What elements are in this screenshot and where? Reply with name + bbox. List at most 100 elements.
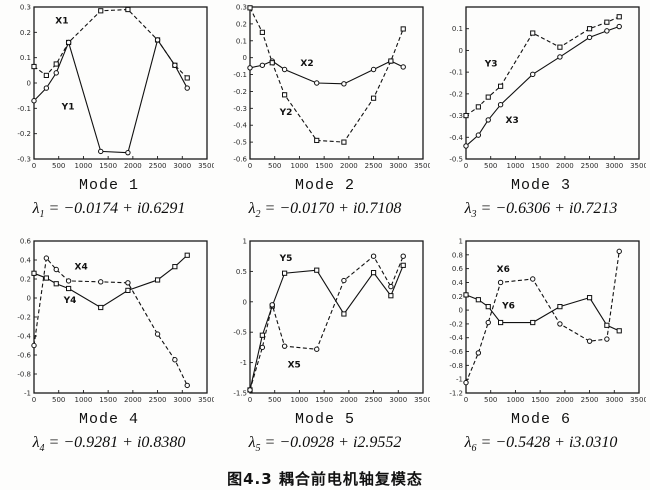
square-marker xyxy=(341,139,347,145)
mode-1-chart: 0 500 1000 1500 2000 2500 3000 35000.30.20.10-0… xyxy=(17,4,214,171)
svg-text:1: 1 xyxy=(459,238,463,246)
svg-text:-1: -1 xyxy=(24,390,31,398)
square-marker xyxy=(557,304,563,310)
series-Y1: Y1 xyxy=(31,37,190,156)
series-label-X4: X4 xyxy=(75,263,88,273)
y-axis-ticks: 0.3 0.2 0.1 0 -0.1 -0.2 -0.3 -0.4 -0.5 -0.6 xyxy=(233,4,253,164)
square-marker xyxy=(498,320,504,326)
circle-marker xyxy=(475,350,482,356)
circle-marker xyxy=(281,343,288,350)
mode-6-title: Mode 6 xyxy=(510,411,571,429)
x-axis-ticks: 0 500 1000 1500 2000 2500 3000 3500 xyxy=(464,156,646,170)
series-label-Y1: Y1 xyxy=(61,103,75,113)
svg-text:-0.6: -0.6 xyxy=(233,156,247,164)
svg-text:3000: 3000 xyxy=(173,396,191,404)
series-label-X2: X2 xyxy=(300,59,313,69)
svg-text:-0.8: -0.8 xyxy=(449,362,463,370)
svg-text:3000: 3000 xyxy=(173,162,191,170)
svg-text:0: 0 xyxy=(27,80,31,88)
mode-2-title: Mode 2 xyxy=(294,177,355,194)
circle-marker xyxy=(341,278,347,284)
square-marker xyxy=(125,6,131,13)
svg-text:3000: 3000 xyxy=(389,396,407,404)
square-marker xyxy=(485,304,491,310)
square-marker xyxy=(530,320,536,326)
svg-text:1000: 1000 xyxy=(507,396,525,404)
svg-text:1500: 1500 xyxy=(315,396,333,404)
circle-marker xyxy=(586,34,593,41)
circle-marker xyxy=(530,71,536,78)
plot-frame xyxy=(465,6,640,160)
circle-marker xyxy=(259,344,266,351)
x-axis-ticks: 0 500 1000 1500 2000 2500 3000 3500 xyxy=(32,156,214,170)
circle-marker xyxy=(172,62,178,68)
svg-text:2500: 2500 xyxy=(581,162,599,170)
lambda-subscript: 5 xyxy=(255,443,261,455)
circle-marker xyxy=(65,278,72,284)
series-label-X3: X3 xyxy=(506,116,519,126)
svg-text:0.8: 0.8 xyxy=(452,252,463,260)
circle-marker xyxy=(586,338,593,345)
svg-text:0.6: 0.6 xyxy=(20,238,32,246)
circle-marker xyxy=(341,81,347,87)
circle-marker xyxy=(463,380,469,386)
circle-marker xyxy=(485,320,491,326)
svg-text:0.1: 0.1 xyxy=(452,25,463,33)
svg-text:-0.1: -0.1 xyxy=(233,71,247,79)
svg-text:500: 500 xyxy=(52,396,65,404)
lambda-symbol: λ xyxy=(464,434,472,452)
y-axis-ticks: 1 0.5 0 -0.5 -1 -1.5 xyxy=(233,238,253,398)
mode-6-chart: 0 500 1000 1500 2000 2500 3000 3500 1 0.8 0.6 0.4 0.… xyxy=(449,238,646,405)
panel-mode-1: 0 500 1000 1500 2000 2500 3000 3500 0.3 0.2 0.1 0 -0… xyxy=(1,2,217,226)
square-marker xyxy=(370,270,377,276)
svg-text:2500: 2500 xyxy=(581,396,599,404)
svg-text:-0.1: -0.1 xyxy=(17,105,31,113)
svg-text:-0.4: -0.4 xyxy=(17,333,31,341)
mode-2-eigenvalue: λ2 = −0.0170 + i0.7108 xyxy=(249,198,402,226)
y-axis-ticks: 1 0.8 0.6 0.4 0.2 0 -0.2 -0.4 -0.6 -0.8 -1 -1.2 xyxy=(449,238,469,398)
svg-text:-1: -1 xyxy=(456,376,463,384)
mode-5-chart: 0 500 1000 1500 2000 2500 3000 3500 1 0.5 0 -0.5 -1 -… xyxy=(233,238,430,405)
y-axis-ticks: 0.3 0.2 0.1 0 -0.1 -0.2 -0.3 xyxy=(17,4,37,164)
lambda-symbol: λ xyxy=(248,434,256,452)
y-axis-ticks: 0.6 0.4 0.2 0 -0.2 -0.4 -0.6 -0.8 -1 xyxy=(17,238,37,398)
svg-text:0.2: 0.2 xyxy=(236,20,247,28)
svg-text:-1: -1 xyxy=(240,359,247,367)
mode-3-chart: 0 500 1000 1500 2000 2500 3000 3500 0.1 0 -0.1 -0.2… xyxy=(449,6,646,170)
mode-1-title: Mode 1 xyxy=(78,177,139,194)
plot-frame xyxy=(249,6,424,160)
mode-4-title: Mode 4 xyxy=(78,411,139,429)
svg-text:500: 500 xyxy=(484,396,497,404)
square-marker xyxy=(616,14,622,20)
circle-marker xyxy=(98,148,104,155)
svg-text:3500: 3500 xyxy=(414,162,430,170)
lambda-value: = −0.5428 + i3.0310 xyxy=(480,434,618,452)
circle-marker xyxy=(172,357,178,363)
circle-marker xyxy=(53,266,59,273)
circle-marker xyxy=(314,346,320,353)
svg-text:1000: 1000 xyxy=(291,162,309,170)
square-marker xyxy=(98,305,104,311)
svg-text:1000: 1000 xyxy=(507,162,525,170)
svg-text:-0.4: -0.4 xyxy=(233,122,247,130)
svg-text:-0.2: -0.2 xyxy=(449,321,463,329)
circle-marker xyxy=(125,149,131,156)
svg-text:1500: 1500 xyxy=(531,162,549,170)
svg-text:-0.3: -0.3 xyxy=(233,105,247,113)
square-marker xyxy=(259,332,265,339)
svg-text:1000: 1000 xyxy=(75,162,93,170)
svg-text:0.5: 0.5 xyxy=(236,268,247,276)
circle-marker xyxy=(497,102,504,108)
square-marker xyxy=(557,44,563,50)
mode-4-chart: 0 500 1000 1500 2000 2500 3000 3500 0.6 0.4 0.2 0 -0… xyxy=(17,238,214,405)
circle-marker xyxy=(184,85,190,91)
svg-text:2000: 2000 xyxy=(124,396,142,404)
mode-5-title: Mode 5 xyxy=(294,411,355,429)
circle-marker xyxy=(269,302,275,308)
mode-6-eigenvalue: λ6 = −0.5428 + i3.0310 xyxy=(465,432,618,460)
square-marker xyxy=(269,60,275,66)
svg-text:-0.5: -0.5 xyxy=(233,139,247,147)
svg-text:-0.4: -0.4 xyxy=(449,134,463,142)
lambda-subscript: 3 xyxy=(471,209,477,221)
series-Y6: Y6 xyxy=(463,292,622,334)
